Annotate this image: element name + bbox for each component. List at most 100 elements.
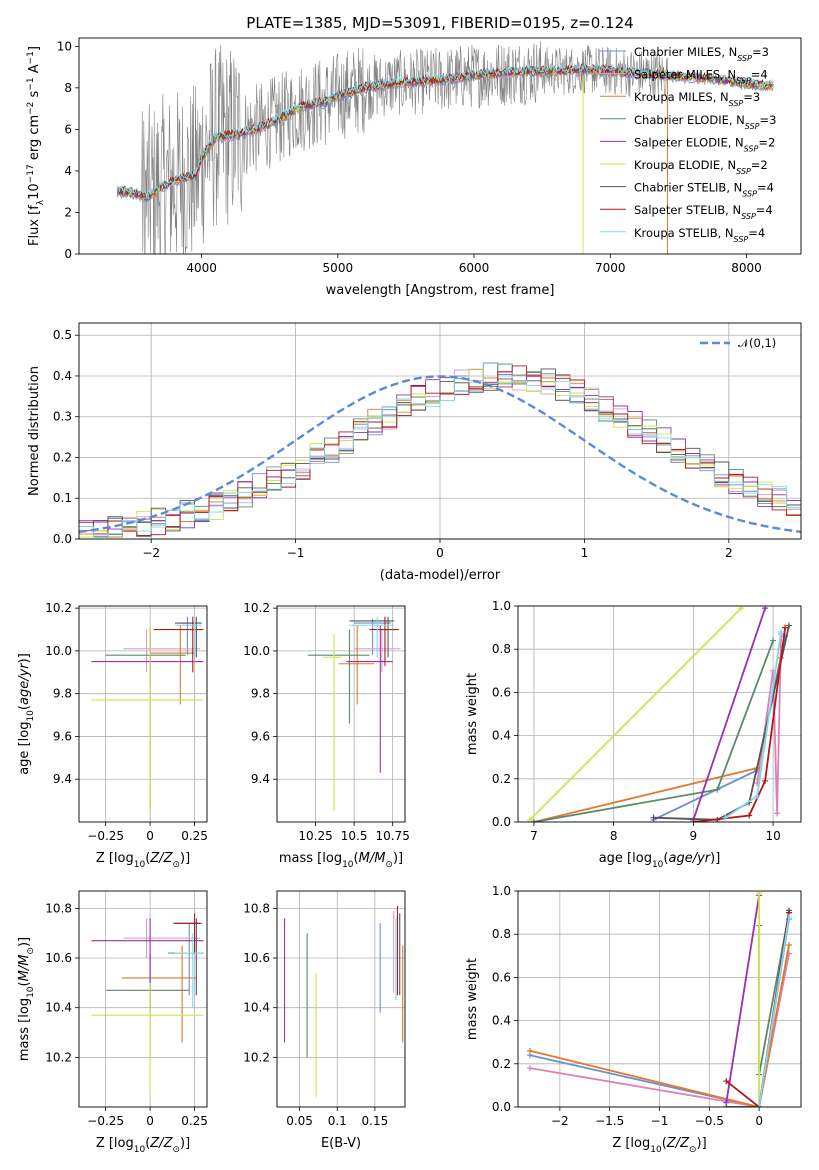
y-tick-label: 2 [64, 205, 72, 219]
x-tick-label: 8000 [731, 261, 762, 275]
y-tick-label: 0.0 [53, 532, 72, 546]
y-axis-label-part: s [27, 90, 42, 101]
legend-label-part: =2 [751, 158, 768, 172]
x-tick-label: 7000 [595, 261, 626, 275]
x-axis-label-part: Z [log [96, 1136, 134, 1151]
x-tick-label: 7 [530, 829, 538, 843]
mass-weight-line [533, 657, 782, 822]
legend-label-part: SSP [729, 99, 744, 108]
y-tick-label: 10.8 [45, 901, 72, 915]
legend-label: Chabrier MILES, NSSP=3 [634, 45, 769, 63]
axes-frame [78, 37, 802, 255]
mass-weight-line [758, 916, 790, 1107]
y-axis-label-part: )] [17, 653, 32, 663]
x-tick-label: 2 [725, 546, 733, 560]
y-axis-label-part: age [log [17, 722, 32, 775]
mass-weight-marker [762, 777, 769, 784]
y-tick-label: 0.2 [492, 1057, 511, 1071]
y-tick-label: 1.0 [492, 884, 511, 898]
y-tick-label: 0.4 [492, 729, 511, 743]
y-axis-label-part: 10 [26, 710, 36, 722]
observed-spectrum [119, 41, 668, 254]
legend: 𝒩(0,1) [700, 336, 776, 350]
x-tick-label: 0 [146, 829, 154, 843]
y-tick-label: 0.8 [492, 927, 511, 941]
y-tick-label: 0.0 [492, 815, 511, 829]
y-axis-label-part: ( [17, 705, 32, 710]
legend-label-part: =3 [752, 45, 769, 59]
legend-label-part: Kroupa ELODIE, N [634, 158, 736, 172]
plot-area [283, 905, 404, 1098]
y-tick-label: 9.8 [53, 687, 72, 701]
legend-label-part: =3 [743, 90, 760, 104]
y-tick-label: 10.2 [45, 601, 72, 615]
y-tick-label: 10.6 [243, 951, 270, 965]
grid [277, 891, 405, 1107]
plot-area [526, 606, 793, 822]
y-axis-label-part: 10 [26, 986, 36, 998]
axes-frame [276, 605, 406, 823]
legend-label-part: SSP [742, 189, 757, 198]
x-axis-label: age [log10(age/yr)] [599, 851, 721, 870]
legend-label: Kroupa ELODIE, NSSP=2 [634, 158, 768, 176]
x-tick-label: 6000 [459, 261, 490, 275]
y-tick-label: 1.0 [492, 599, 511, 613]
x-axis-label-part: )] [393, 851, 403, 866]
x-axis-label: wavelength [Angstrom, rest frame] [326, 283, 555, 298]
mass-weight-line [756, 634, 782, 814]
legend-label-part: Salpeter MILES, N [634, 68, 736, 82]
x-tick-label: −1 [287, 546, 305, 560]
y-axis-label-part: mass [log [17, 998, 32, 1061]
x-tick-label: 10 [765, 829, 780, 843]
age-vs-mass-panel: 10.25 10.5 10.75 9.4 9.6 9.8 10.0 10.2 mass [log… [243, 601, 410, 870]
x-axis-label-part: ⊙ [172, 1145, 180, 1155]
mass-weight-line [529, 944, 790, 1107]
x-axis-label-part: ( [145, 851, 150, 866]
x-axis-label-part: )] [710, 851, 720, 866]
legend-label-part: Salpeter STELIB, N [634, 203, 741, 217]
x-tick-label: −0.5 [695, 1114, 724, 1128]
x-axis-label-part: )] [180, 1136, 190, 1151]
y-tick-label: 0.6 [492, 685, 511, 699]
y-tick-label: 0.6 [492, 970, 511, 984]
mass-weight-marker [723, 1104, 730, 1107]
x-tick-label: −0.25 [87, 829, 124, 843]
x-axis-label-part: mass [log [279, 851, 342, 866]
x-axis-label-part: Z [log [612, 1136, 650, 1151]
y-axis-label-part: −1 [26, 51, 36, 64]
x-axis-label-part: 10 [134, 1145, 146, 1155]
y-tick-label: 10.4 [243, 1001, 270, 1015]
y-tick-label: 10.0 [45, 644, 72, 658]
x-axis-label-part: age [log [599, 851, 652, 866]
x-axis-label: mass [log10(M/M⊙)] [279, 851, 403, 870]
y-tick-label: 4 [64, 164, 72, 178]
mass-weight-line [529, 607, 742, 821]
y-tick-label: 9.8 [251, 687, 270, 701]
x-tick-label: 9 [690, 829, 698, 843]
y-tick-label: 0.0 [492, 1100, 511, 1114]
x-tick-label: 0.05 [286, 1114, 313, 1128]
legend-label-part: SSP [736, 167, 751, 176]
y-tick-label: 10.4 [45, 1001, 72, 1015]
axes-frame [78, 322, 802, 540]
y-axis-label: mass weight [465, 673, 480, 755]
y-axis-label: mass [log10(M/M⊙)] [17, 937, 36, 1061]
y-axis-label-part: Flux [f [27, 205, 42, 246]
x-tick-label: 0.1 [328, 1114, 347, 1128]
residual-histogram-step [79, 378, 801, 537]
legend-label-part: SSP [741, 212, 756, 221]
legend-label: Chabrier ELODIE, NSSP=3 [634, 113, 776, 131]
age-vs-metallicity-panel: −0.25 0 0.259.49.69.810.010.2Z [log10(Z/Z⊙… [17, 601, 208, 870]
mass-weight-marker [756, 1104, 763, 1107]
legend-label-part: =4 [748, 226, 765, 240]
legend-label-part: Salpeter ELODIE, N [634, 135, 744, 149]
legend-label: Chabrier STELIB, NSSP=4 [634, 181, 774, 199]
y-axis-label: Flux [fλ10−17 erg cm−2 s−1 A−1] [26, 46, 46, 246]
y-tick-label: 0.1 [53, 491, 72, 505]
x-tick-label: −2 [551, 1114, 569, 1128]
x-tick-label: 4000 [186, 261, 217, 275]
x-axis-label-part: ⊙ [172, 860, 180, 870]
y-axis-label: mass weight [465, 958, 480, 1040]
x-axis-label-part: Z/Z [149, 851, 173, 866]
axes-frame [78, 890, 208, 1108]
